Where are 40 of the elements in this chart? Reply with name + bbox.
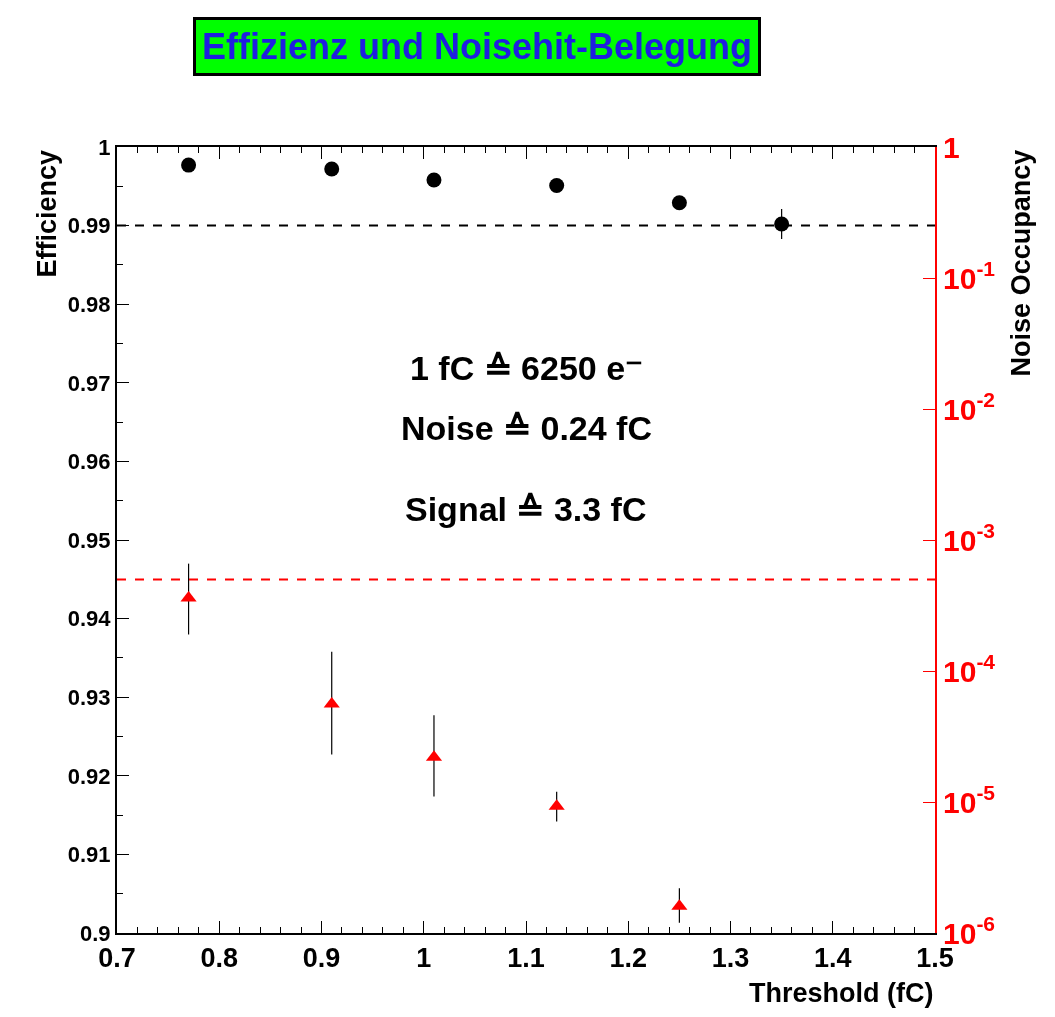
annotation: Signal ≙ 3.3 fC	[405, 490, 647, 528]
chart-title: Effizienz und Noisehit-Belegung	[202, 26, 752, 67]
y2-tick-label: 10$^{-2}$	[943, 387, 996, 426]
y-tick-label: 0.93	[67, 684, 111, 710]
y2-axis-title: Noise Occupancy	[1006, 149, 1037, 377]
x-tick-label: 1.1	[507, 943, 545, 974]
x-tick-label: 0.8	[200, 943, 239, 974]
x-tick-label: 1	[416, 943, 432, 974]
y-tick-label: 0.9	[80, 920, 111, 946]
x-tick-label: 0.9	[302, 943, 341, 974]
y2-tick-label: 10$^{-5}$	[943, 780, 996, 819]
y-tick-label: 1	[98, 134, 111, 160]
y-tick-label: 0.99	[67, 213, 111, 239]
annotation: Noise ≙ 0.24 fC	[401, 409, 652, 447]
point	[323, 696, 340, 708]
x-tick-label: 1.4	[813, 943, 852, 974]
y-tick-label: 0.94	[67, 606, 112, 632]
y-tick-label: 0.97	[67, 370, 111, 396]
y2-tick-label: 1	[943, 130, 960, 164]
y2-tick-label: 10$^{-1}$	[943, 256, 996, 295]
x-axis-title: Threshold (fC)	[749, 978, 934, 1008]
y-tick-label: 0.95	[67, 527, 111, 553]
point	[324, 161, 340, 177]
y-tick-label: 0.98	[67, 291, 111, 317]
x-tick-label: 1.3	[711, 943, 750, 974]
point	[549, 178, 565, 193]
y2-tick-label: 10$^{-4}$	[943, 649, 996, 688]
point	[671, 195, 687, 211]
x-tick-label: 0.7	[98, 943, 136, 974]
annotation: 1 fC ≙ 6250 e⁻	[410, 349, 644, 387]
x-tick-label: 1.5	[916, 943, 954, 974]
y-axis-title: Efficiency	[32, 149, 63, 278]
point	[774, 216, 790, 232]
y-tick-label: 0.96	[67, 449, 111, 475]
point	[426, 172, 442, 188]
y-tick-label: 0.92	[67, 763, 111, 789]
y2-tick-label: 10$^{-3}$	[943, 518, 996, 557]
x-tick-label: 1.2	[609, 943, 648, 974]
y-tick-label: 0.91	[67, 842, 111, 868]
point	[181, 157, 197, 173]
